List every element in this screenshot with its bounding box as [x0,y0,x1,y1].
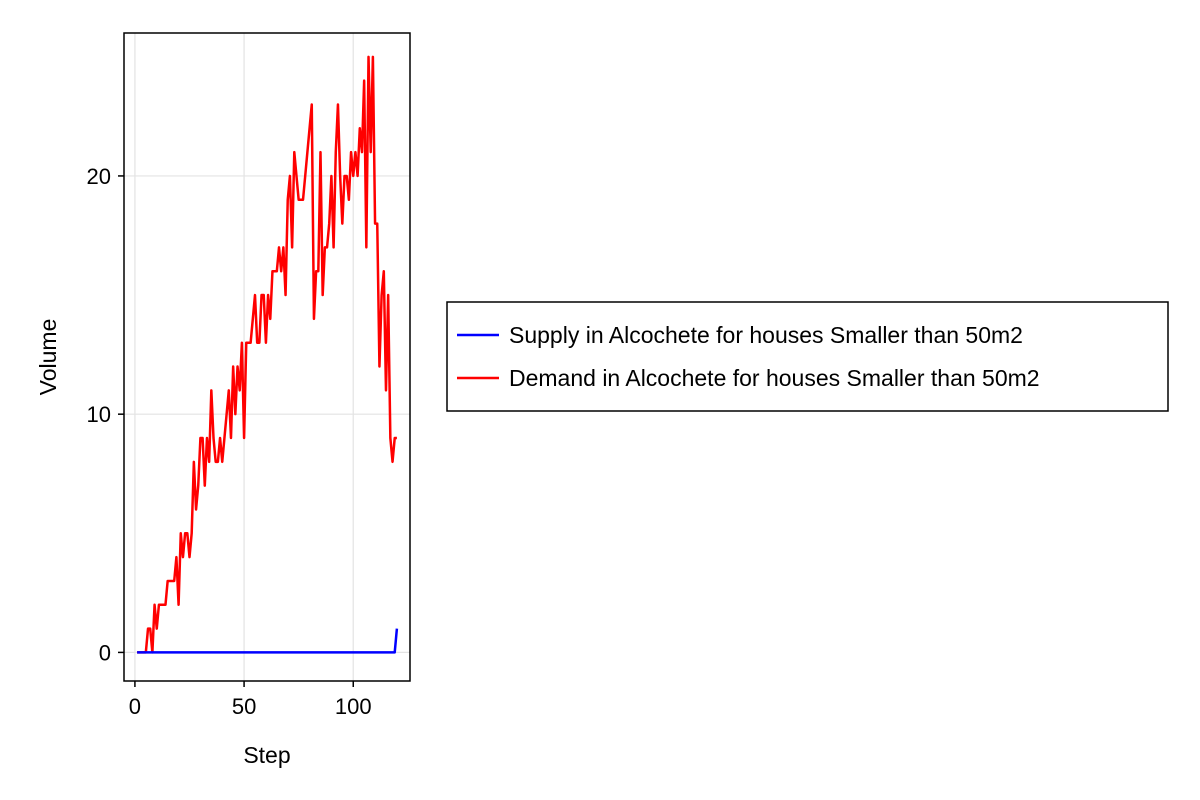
y-tick-label-0: 0 [99,640,111,665]
y-tick-label-10: 10 [87,402,111,427]
series-line-supply [137,628,399,654]
legend-box [446,301,1169,412]
series-layer [137,55,399,654]
y-tick-label-20: 20 [87,164,111,189]
legend-label-supply: Supply in Alcochete for houses Smaller t… [509,322,1023,348]
x-tick-label-50: 50 [232,694,256,719]
series-line-demand [137,55,397,654]
x-axis-title: Step [243,742,290,768]
x-tick-label-100: 100 [335,694,372,719]
plot-frame [123,32,411,682]
axis-ticks: 0 50 100 0 10 20 [87,164,372,719]
y-axis-title: Volume [35,319,61,396]
legend-label-demand: Demand in Alcochete for houses Smaller t… [509,365,1040,391]
legend: Supply in Alcochete for houses Smaller t… [446,301,1169,412]
x-tick-label-0: 0 [129,694,141,719]
